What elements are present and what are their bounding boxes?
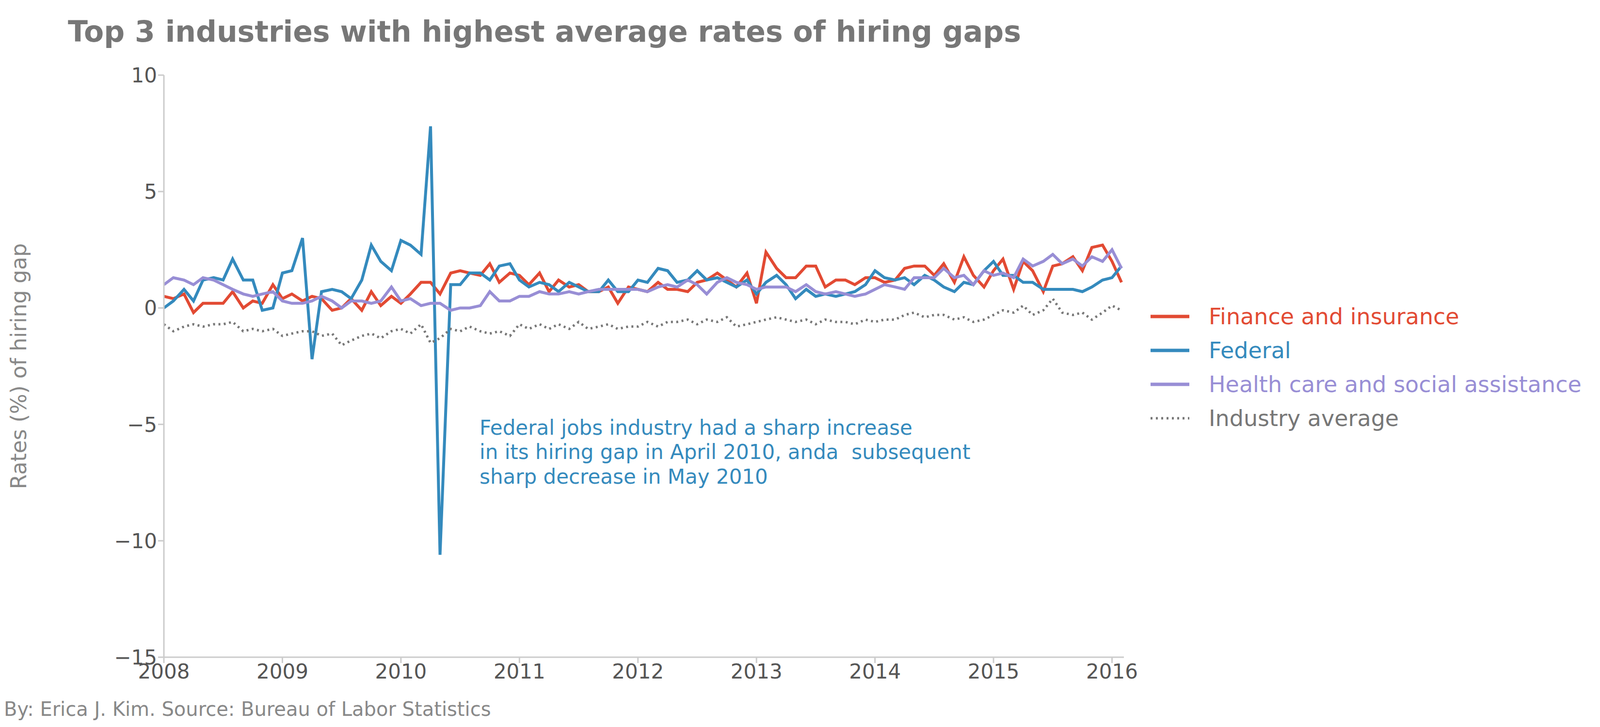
- svg-text:10: 10: [131, 63, 158, 88]
- svg-text:−10: −10: [113, 529, 158, 554]
- html-text:By: Erica J. Kim. Source: Bure: By: Erica J. Kim. Source: Bureau of Labo…: [3, 698, 491, 721]
- svg-text:2011: 2011: [493, 659, 546, 684]
- svg-text:2008: 2008: [137, 659, 190, 684]
- svg-text:2016: 2016: [1086, 659, 1138, 684]
- svg-text:Rates (%) of hiring gap: Rates (%) of hiring gap: [6, 243, 32, 490]
- html-text:Health care and social assista: Health care and social assistance: [1208, 371, 1582, 398]
- html-text:Federal: Federal: [1208, 337, 1291, 364]
- html-text:Top 3 industries with highest: Top 3 industries with highest average ra…: [67, 14, 1022, 49]
- svg-text:0: 0: [144, 296, 158, 320]
- svg-text:2013: 2013: [730, 659, 783, 684]
- svg-text:2010: 2010: [374, 659, 427, 684]
- svg-text:5: 5: [144, 179, 158, 204]
- svg-text:−15: −15: [113, 645, 158, 670]
- svg-text:2014: 2014: [848, 659, 901, 684]
- html-text:Federal jobs industry had a sh: Federal jobs industry had a sharp increa…: [479, 416, 971, 489]
- svg-text:2015: 2015: [967, 659, 1020, 684]
- svg-text:2009: 2009: [256, 659, 309, 684]
- html-text:Finance and insurance: Finance and insurance: [1208, 303, 1460, 330]
- svg-text:−5: −5: [127, 413, 158, 437]
- svg-text:2012: 2012: [611, 659, 664, 684]
- html-text:Industry average: Industry average: [1208, 405, 1399, 432]
